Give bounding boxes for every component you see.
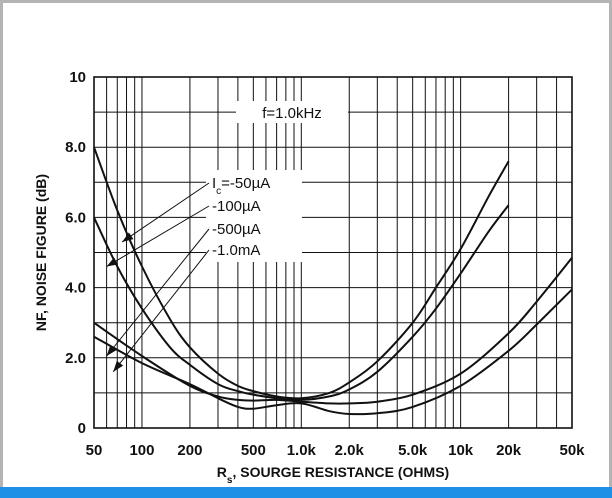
y-axis-label: NF, NOISE FIGURE (dB) <box>33 174 49 331</box>
series-line-4 <box>93 288 573 416</box>
legend-label-3: -500µA <box>212 221 261 238</box>
y-tick-label: 8.0 <box>65 139 86 156</box>
legend-arrows <box>106 182 210 373</box>
y-tick-label: 4.0 <box>65 280 86 297</box>
y-tick-label: 10 <box>69 69 86 86</box>
legend-arrow-line <box>106 205 210 267</box>
legend-arrow-head <box>113 360 124 372</box>
legend-arrow-head <box>122 232 134 242</box>
x-tick-labels: 50 100 200 500 1.0k 2.0k 5.0k 10k 20k 50k <box>86 442 586 459</box>
legend-arrow-line <box>106 228 210 357</box>
legend-arrow-head <box>106 257 119 267</box>
x-axis-label: Rs, SOURGE RESISTANCE (OHMS) <box>217 464 449 486</box>
legend-label-sub: c <box>216 186 221 197</box>
legend-box <box>206 170 302 262</box>
x-tick-label: 20k <box>496 442 522 459</box>
grid-major <box>94 76 572 429</box>
x-axis-label-rest: , SOURGE RESISTANCE (OHMS) <box>232 464 449 480</box>
x-tick-label: 100 <box>129 442 154 459</box>
legend-arrow-head <box>106 344 117 357</box>
y-tick-label: 6.0 <box>65 209 86 226</box>
series-line-2 <box>93 204 510 401</box>
y-tick-labels: 0 2.0 4.0 6.0 8.0 10 <box>65 69 86 437</box>
legend-label-1: Ic=-50µA <box>212 175 270 197</box>
x-axis-label-sub: s <box>227 475 233 486</box>
legend: Ic=-50µA-100µA-500µA-1.0mA <box>212 175 270 259</box>
x-tick-label: 50 <box>86 442 103 459</box>
x-tick-label: 200 <box>177 442 202 459</box>
frequency-annotation-box <box>236 101 348 123</box>
frequency-annotation: f=1.0kHz <box>262 105 322 122</box>
bottom-accent-bar <box>0 487 612 498</box>
plot-border <box>93 76 573 429</box>
series-line-3 <box>93 257 573 405</box>
y-tick-label: 0 <box>78 420 86 437</box>
legend-arrow-line <box>121 182 210 243</box>
legend-label-2: -100µA <box>212 198 261 215</box>
x-tick-label: 2.0k <box>335 442 365 459</box>
series-curves <box>93 146 573 416</box>
x-tick-label: 50k <box>559 442 585 459</box>
legend-arrow-line <box>112 249 210 373</box>
legend-label-rest: =-50µA <box>221 175 270 192</box>
legend-label-4: -1.0mA <box>212 242 260 259</box>
y-tick-label: 2.0 <box>65 350 86 367</box>
x-tick-label: 500 <box>241 442 266 459</box>
x-tick-label: 1.0k <box>287 442 317 459</box>
series-line-1 <box>93 146 510 400</box>
x-axis-label-main: R <box>217 464 227 480</box>
x-tick-label: 10k <box>448 442 474 459</box>
x-tick-label: 5.0k <box>398 442 428 459</box>
legend-label-main: I <box>212 175 216 192</box>
